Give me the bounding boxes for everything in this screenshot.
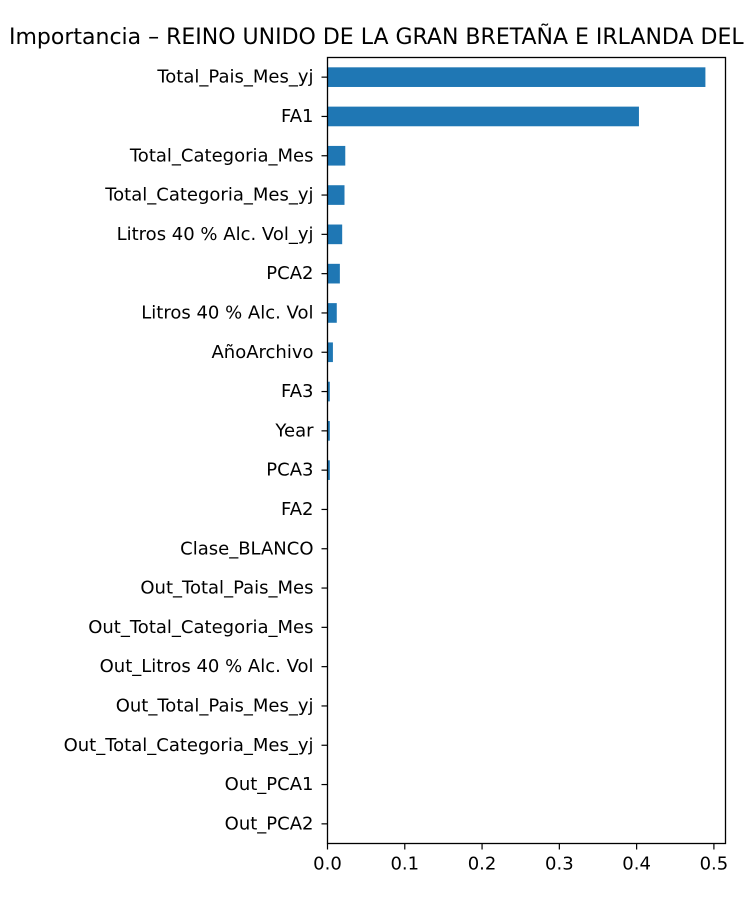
y-tick-label: Total_Pais_Mes_yj xyxy=(156,67,313,88)
y-tick-label: Out_PCA2 xyxy=(225,813,314,834)
bar xyxy=(327,421,330,441)
bar xyxy=(327,145,346,166)
y-tick-label: Litros 40 % Alc. Vol_yj xyxy=(117,224,314,245)
y-tick-label: Out_PCA1 xyxy=(225,774,314,795)
y-tick-label: Litros 40 % Alc. Vol xyxy=(141,302,313,323)
y-tick-label: PCA3 xyxy=(266,460,313,481)
x-tick-label: 0.1 xyxy=(390,854,419,875)
chart-title: Importancia – REINO UNIDO DE LA GRAN BRE… xyxy=(9,23,750,50)
y-tick-label: Clase_BLANCO xyxy=(180,538,313,559)
y-tick-label: Year xyxy=(274,420,314,441)
bar xyxy=(327,263,340,284)
x-tick-label: 0.5 xyxy=(700,854,729,875)
plot-frame xyxy=(326,56,727,845)
y-tick-label: Out_Total_Categoria_Mes_yj xyxy=(64,735,314,756)
x-tick-label: 0.3 xyxy=(545,854,574,875)
y-tick-label: Total_Categoria_Mes_yj xyxy=(104,185,313,206)
bar xyxy=(327,303,337,323)
y-tick-label: Out_Total_Pais_Mes xyxy=(140,578,313,599)
x-axis-ticks: 0.0 0.1 0.2 0.3 0.4 0.5 xyxy=(313,843,729,875)
y-tick-label: FA3 xyxy=(281,381,313,402)
y-tick-label: Out_Total_Categoria_Mes xyxy=(88,617,313,638)
y-tick-label: FA1 xyxy=(281,106,313,127)
y-axis-ticks: Total_Pais_Mes_yj FA1 Total_Categoria_Mes T… xyxy=(64,67,328,834)
bar xyxy=(327,67,706,87)
x-tick-label: 0.0 xyxy=(313,854,342,875)
y-tick-label: PCA2 xyxy=(266,263,313,284)
bars-group xyxy=(327,67,706,834)
y-tick-label: Total_Categoria_Mes xyxy=(129,145,314,166)
bar xyxy=(327,460,330,480)
bar xyxy=(327,185,345,205)
y-tick-label: Out_Total_Pais_Mes_yj xyxy=(116,695,314,716)
y-tick-label: Out_Litros 40 % Alc. Vol xyxy=(100,656,314,677)
bar xyxy=(327,224,343,245)
x-tick-label: 0.2 xyxy=(468,854,497,875)
y-tick-label: FA2 xyxy=(281,499,313,520)
bar xyxy=(327,342,333,363)
x-tick-label: 0.4 xyxy=(622,854,651,875)
bar xyxy=(327,381,330,402)
bar xyxy=(327,106,639,127)
y-tick-label: AñoArchivo xyxy=(211,342,313,363)
